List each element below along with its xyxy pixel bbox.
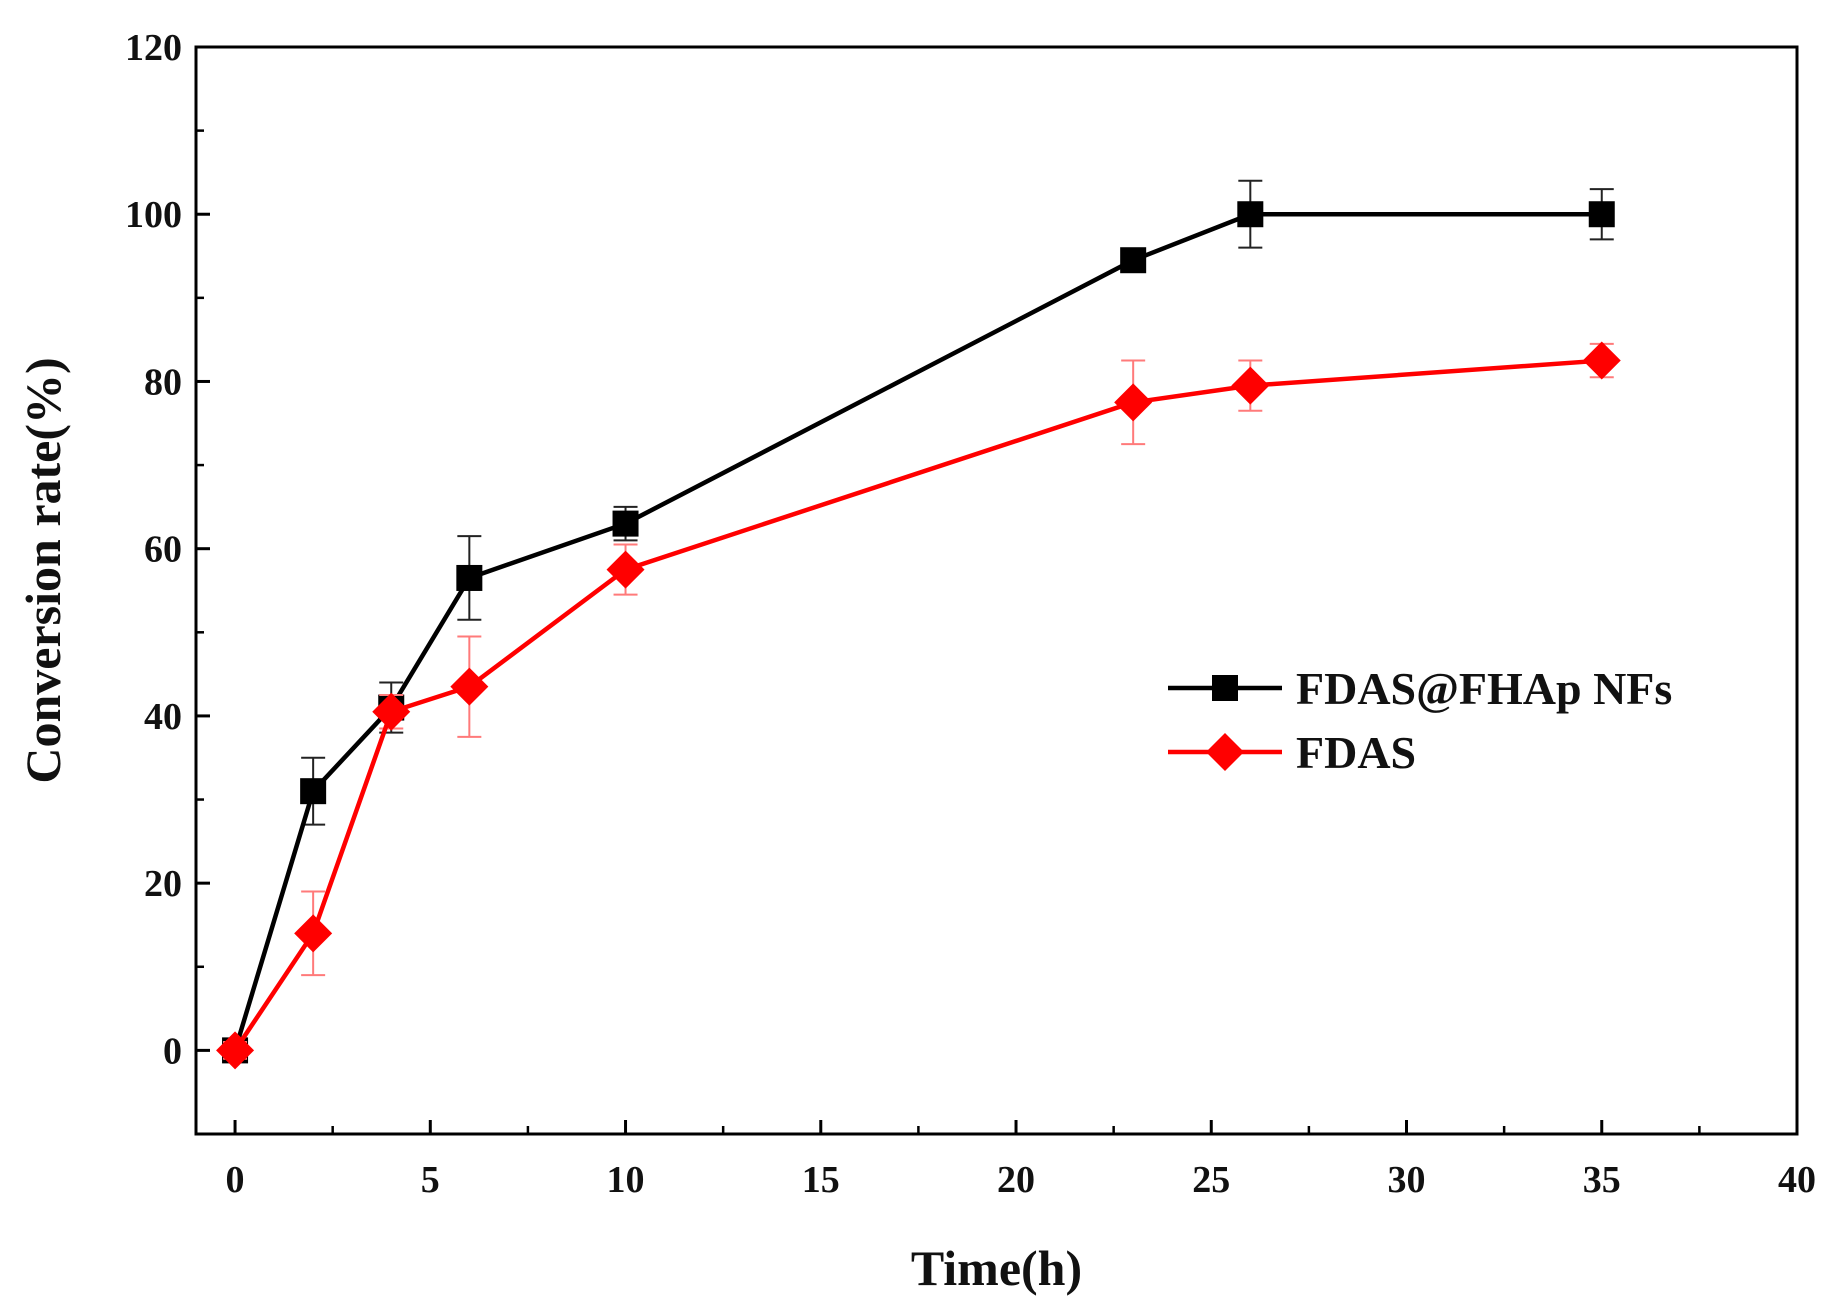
x-axis-title: Time(h): [911, 1240, 1082, 1296]
legend-item: FDAS@FHAp NFs: [1168, 663, 1672, 714]
legend-item: FDAS: [1168, 727, 1416, 778]
data-point-square: [456, 564, 483, 591]
legend-marker-square: [1212, 675, 1238, 701]
y-tick-label: 80: [144, 361, 182, 403]
data-point-diamond: [372, 692, 411, 731]
legend-label: FDAS@FHAp NFs: [1296, 663, 1672, 714]
x-tick-label: 15: [802, 1159, 840, 1201]
data-point-square: [1588, 201, 1615, 228]
y-tick-label: 120: [125, 27, 182, 69]
data-point-diamond: [216, 1031, 255, 1070]
legend-label: FDAS: [1296, 727, 1416, 778]
data-point-diamond: [1582, 341, 1621, 380]
y-tick-label: 100: [125, 194, 182, 236]
series-fdas: [216, 341, 1621, 1070]
data-point-diamond: [294, 914, 333, 953]
data-point-square: [1237, 201, 1264, 228]
x-tick-label: 0: [226, 1159, 245, 1201]
series-line: [233, 358, 1602, 1052]
x-tick-label: 25: [1192, 1159, 1230, 1201]
y-tick-label: 0: [163, 1030, 182, 1072]
plot-frame: [194, 45, 1799, 1136]
data-point-diamond: [606, 550, 645, 589]
data-point-square: [612, 510, 639, 537]
data-point-diamond: [450, 667, 489, 706]
x-tick-label: 40: [1778, 1159, 1816, 1201]
x-tick-label: 5: [421, 1159, 440, 1201]
series-fdas-fhap-nfs: [222, 179, 1615, 1064]
data-point-diamond: [1231, 366, 1270, 405]
axis-tick-labels: 0 5 10 15 20 25 30 35 40 0 20 40 60 80 100 120: [125, 27, 1816, 1201]
data-point-square: [1120, 247, 1147, 274]
data-point-diamond: [1114, 383, 1153, 422]
x-tick-label: 20: [997, 1159, 1035, 1201]
data-point-square: [300, 778, 327, 805]
data-series: [216, 179, 1621, 1070]
x-tick-label: 30: [1388, 1159, 1426, 1201]
y-axis-title: Conversion rate(%): [15, 357, 71, 783]
plot-frame-rect: [194, 45, 1799, 1136]
x-tick-label: 10: [607, 1159, 645, 1201]
legend: FDAS@FHAp NFs FDAS: [1168, 663, 1672, 778]
axis-ticks: [196, 45, 1799, 1136]
x-tick-label: 35: [1583, 1159, 1621, 1201]
y-tick-label: 60: [144, 529, 182, 571]
y-tick-label: 40: [144, 696, 182, 738]
series-line: [232, 211, 1602, 1052]
legend-marker-diamond: [1206, 733, 1244, 771]
y-tick-label: 20: [144, 863, 182, 905]
